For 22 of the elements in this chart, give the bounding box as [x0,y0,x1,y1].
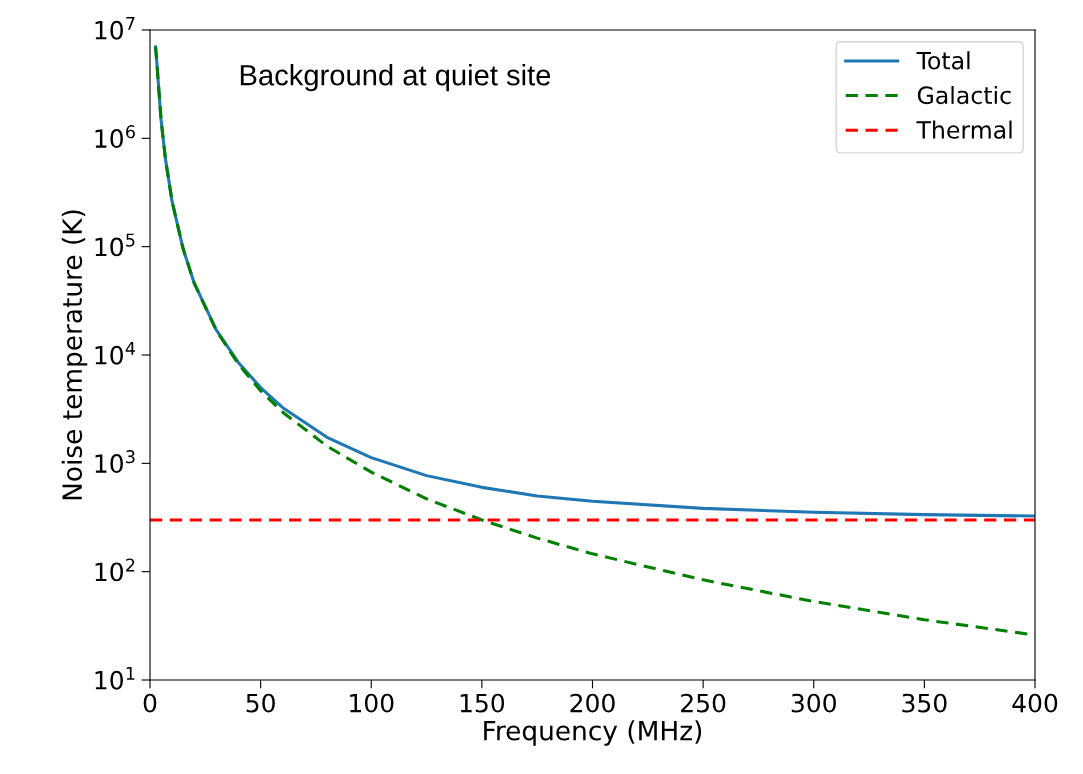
y-tick-label: 10$^{7}$ [95,17,135,40]
x-tick-label: 0 [143,693,157,713]
x-axis-title: Frequency (MHz) [484,720,702,746]
y-tick-label: 10$^{4}$ [95,342,136,365]
y-tick-label: 10$^{6}$ [95,125,135,148]
x-tick-label: 50 [246,693,275,713]
y-axis-title: Noise temperature (K) [61,210,88,500]
y-tick-label: 10$^{3}$ [95,450,135,473]
x-tick-label: 400 [1012,693,1058,713]
y-tick-label: 10$^{5}$ [95,233,135,257]
x-tick-label: 250 [681,693,726,713]
y-tick-label: 10$^{2}$ [95,558,135,582]
legend-label: Total [916,51,970,70]
x-tick-label: 150 [460,693,505,713]
y-tick-label: 10$^{1}$ [95,667,135,690]
legend-label: Thermal [916,120,1012,139]
x-tick-label: 300 [791,693,836,713]
annotation: Background at quiet site [240,64,551,92]
x-tick-label: 100 [350,693,394,713]
legend-label: Galactic [917,85,1011,105]
x-tick-label: 350 [902,693,947,713]
x-tick-label: 200 [570,693,615,713]
